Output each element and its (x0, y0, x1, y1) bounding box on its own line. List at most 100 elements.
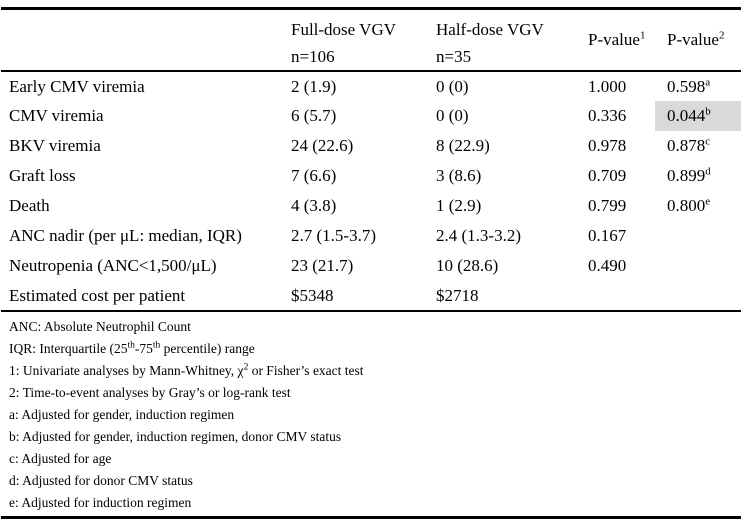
half-dose-value: 0 (0) (436, 76, 469, 96)
p-value-1-cell: 1.000 (588, 76, 627, 96)
p-value-2-cell: 0.899d (655, 161, 741, 191)
full-dose-value: 7 (6.6) (291, 166, 337, 185)
p-value-2-label: P-value (667, 30, 719, 49)
footnote-text: b: Adjusted for gender, induction regime… (9, 429, 342, 444)
p-value-1-cell: 0.978 (588, 136, 627, 155)
p-value-1-cell: 0.799 (588, 196, 627, 215)
footnote-superscript: th (127, 340, 135, 351)
p-value-2-superscript: 2 (718, 29, 725, 42)
footnote-line: c: Adjusted for age (9, 448, 741, 470)
half-dose-value: 2.4 (1.3-3.2) (436, 226, 521, 245)
p-value-1-cell (581, 281, 655, 312)
footnote-text: ANC: Absolute Neutrophil Count (9, 319, 191, 334)
header-row: Full-dose VGV n=106 Half-dose VGV n=35 P… (1, 8, 741, 72)
p-value-2-cell (655, 251, 741, 281)
p-value-1-cell: 0.167 (588, 226, 627, 245)
footnote-text: e: Adjusted for induction regimen (9, 495, 192, 510)
p-value-2-cell: 0.878c (655, 131, 741, 161)
full-dose-value: $5348 (291, 281, 436, 312)
column-header-p-value-1: P-value1 (581, 8, 655, 72)
full-dose-value: 2 (1.9) (291, 76, 337, 96)
table-row: Neutropenia (ANC<1,500/μL) 23 (21.7) 10 … (1, 251, 741, 281)
half-dose-value: 3 (8.6) (436, 166, 482, 185)
half-dose-n: n=35 (436, 47, 472, 66)
header-empty-cell (1, 8, 291, 72)
p-value-2-footnote-letter: b (705, 105, 711, 118)
half-dose-title: Half-dose VGV (436, 20, 544, 39)
row-label: Estimated cost per patient (1, 281, 291, 312)
full-dose-n: n=106 (291, 47, 335, 66)
table-row: BKV viremia 24 (22.6) 8 (22.9) 0.978 0.8… (1, 131, 741, 161)
table-header: Full-dose VGV n=106 Half-dose VGV n=35 P… (1, 8, 741, 72)
footnote-text: 1: Univariate analyses by Mann-Whitney, … (9, 363, 244, 378)
p-value-2-footnote-letter: d (705, 165, 711, 178)
column-header-p-value-2: P-value2 (655, 8, 741, 72)
p-value-2-cell (655, 221, 741, 251)
p-value-1-cell: 0.490 (588, 256, 627, 275)
p-value-2-number: 0.044 (667, 106, 706, 125)
p-value-2-number: 0.598 (667, 76, 706, 96)
table-row: Early CMV viremia 2 (1.9) 0 (0) 1.000 0.… (1, 71, 741, 101)
table-body: Early CMV viremia 2 (1.9) 0 (0) 1.000 0.… (1, 71, 741, 312)
full-dose-value: 23 (21.7) (291, 256, 354, 275)
footnote-line: ANC: Absolute Neutrophil Count (9, 316, 741, 338)
table-row: Graft loss 7 (6.6) 3 (8.6) 0.709 0.899d (1, 161, 741, 191)
half-dose-value: 8 (22.9) (436, 136, 490, 155)
footnotes: ANC: Absolute Neutrophil Count IQR: Inte… (1, 312, 741, 519)
results-table: Full-dose VGV n=106 Half-dose VGV n=35 P… (1, 7, 741, 312)
footnote-text: c: Adjusted for age (9, 451, 112, 466)
p-value-2-cell (655, 281, 741, 312)
footnote-text: -75 (134, 341, 153, 356)
full-dose-value: 4 (3.8) (291, 196, 337, 215)
p-value-2-footnote-letter: a (705, 75, 711, 88)
row-label: BKV viremia (9, 136, 101, 155)
footnote-text: 2: Time-to-event analyses by Gray’s or l… (9, 385, 291, 400)
footnote-line: 2: Time-to-event analyses by Gray’s or l… (9, 382, 741, 404)
table-row: CMV viremia 6 (5.7) 0 (0) 0.336 0.044b (1, 101, 741, 131)
table-row: Estimated cost per patient $5348 $2718 (1, 281, 741, 312)
footnote-line: 1: Univariate analyses by Mann-Whitney, … (9, 360, 741, 382)
p-value-1-label: P-value (588, 30, 640, 49)
p-value-1-superscript: 1 (639, 29, 646, 42)
footnote-text: or Fisher’s exact test (248, 363, 364, 378)
footnote-superscript: th (152, 340, 161, 351)
p-value-2-footnote-letter: e (705, 195, 711, 208)
table-row: ANC nadir (per μL: median, IQR) 2.7 (1.5… (1, 221, 741, 251)
half-dose-value: 10 (28.6) (436, 256, 499, 275)
p-value-2-cell: 0.044b (655, 101, 741, 131)
footnote-superscript: 2 (243, 362, 249, 373)
column-header-full-dose: Full-dose VGV n=106 (291, 8, 436, 72)
table-row: Death 4 (3.8) 1 (2.9) 0.799 0.800e (1, 191, 741, 221)
p-value-2-cell: 0.598a (655, 71, 741, 101)
p-value-1-cell: 0.336 (588, 106, 627, 125)
column-header-half-dose: Half-dose VGV n=35 (436, 8, 581, 72)
footnote-line: IQR: Interquartile (25th-75th percentile… (9, 338, 741, 360)
footnote-text: percentile) range (160, 341, 255, 356)
footnote-line: e: Adjusted for induction regimen (9, 492, 741, 514)
p-value-2-number: 0.899 (667, 166, 706, 185)
row-label: Early CMV viremia (9, 76, 145, 96)
full-dose-title: Full-dose VGV (291, 20, 396, 39)
half-dose-value: 1 (2.9) (436, 196, 482, 215)
footnote-line: b: Adjusted for gender, induction regime… (9, 426, 741, 448)
p-value-2-number: 0.800 (667, 196, 706, 215)
full-dose-value: 6 (5.7) (291, 106, 337, 125)
footnote-text: IQR: Interquartile (25 (9, 341, 128, 356)
row-label: Death (9, 196, 50, 215)
row-label: ANC nadir (per μL: median, IQR) (9, 226, 242, 245)
footnote-text: a: Adjusted for gender, induction regime… (9, 407, 235, 422)
row-label: Graft loss (9, 166, 76, 185)
p-value-2-number: 0.878 (667, 136, 706, 155)
p-value-2-cell: 0.800e (655, 191, 741, 221)
footnote-text: d: Adjusted for donor CMV status (9, 473, 193, 488)
half-dose-value: 0 (0) (436, 106, 469, 125)
p-value-2-footnote-letter: c (705, 135, 711, 148)
row-label: Neutropenia (ANC<1,500/μL) (9, 256, 217, 275)
full-dose-value: 2.7 (1.5-3.7) (291, 226, 376, 245)
footnote-line: a: Adjusted for gender, induction regime… (9, 404, 741, 426)
p-value-1-cell: 0.709 (588, 166, 627, 185)
full-dose-value: 24 (22.6) (291, 136, 354, 155)
footnote-line: d: Adjusted for donor CMV status (9, 470, 741, 492)
row-label: CMV viremia (9, 106, 104, 125)
